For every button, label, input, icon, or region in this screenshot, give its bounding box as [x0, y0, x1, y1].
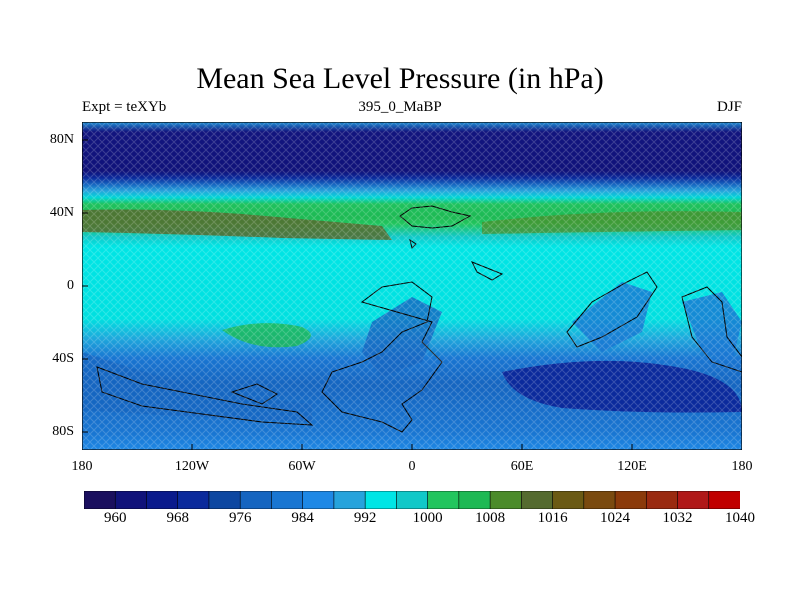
colorbar-swatch [239, 491, 273, 509]
colorbar-swatch [458, 491, 491, 509]
lat-tick-40n: 40N [49, 205, 74, 220]
lon-tick-120e: 120E [617, 459, 647, 474]
lat-tick-40s: 40S [52, 351, 74, 366]
colorbar-swatch [677, 491, 710, 509]
colorbar-swatch [489, 491, 522, 509]
colorbar-swatch [208, 491, 241, 509]
colorbar-swatch [177, 491, 210, 509]
lon-tick-120w: 120W [174, 459, 210, 474]
colorbar-swatch [302, 491, 335, 509]
colorbar-swatch [427, 491, 460, 509]
colorbar-swatch [333, 491, 366, 509]
lon-tick-60e: 60E [510, 459, 534, 474]
colorbar-swatch [146, 491, 179, 509]
colorbar-swatch [114, 491, 148, 509]
period-label: 395_0_MaBP [358, 99, 442, 115]
colorbar-label: 1040 [725, 510, 755, 526]
colorbar-label: 1008 [475, 510, 506, 526]
colorbar-swatch [84, 491, 116, 509]
experiment-label: Expt = teXYb [82, 99, 167, 115]
colorbar-swatch [614, 491, 647, 509]
season-label: DJF [716, 99, 742, 115]
lat-tick-80n: 80N [49, 132, 74, 147]
plot-title: Mean Sea Level Pressure (in hPa) [196, 62, 604, 95]
colorbar-label: 1024 [600, 510, 631, 526]
lon-tick-180e: 180 [731, 459, 753, 474]
lat-tick-80s: 80S [52, 424, 74, 439]
colorbar [84, 491, 740, 509]
colorbar-swatch [645, 491, 679, 509]
colorbar-swatch [583, 491, 616, 509]
lon-tick-180w: 180 [71, 459, 93, 474]
colorbar-swatch [364, 491, 397, 509]
colorbar-swatch [271, 491, 304, 509]
lat-tick-0: 0 [67, 278, 74, 293]
colorbar-label: 1000 [412, 510, 443, 526]
colorbar-label: 976 [228, 510, 252, 526]
lon-tick-0: 0 [408, 459, 416, 474]
colorbar-swatch [521, 491, 554, 509]
colorbar-label: 984 [291, 510, 314, 526]
pressure-map [82, 122, 742, 450]
colorbar-label: 960 [103, 510, 127, 526]
colorbar-label: 1032 [662, 510, 693, 526]
colorbar-swatch [552, 491, 585, 509]
lon-tick-60w: 60W [288, 459, 316, 474]
colorbar-swatch [708, 491, 740, 509]
colorbar-label: 968 [166, 510, 189, 526]
colorbar-swatch [396, 491, 429, 509]
colorbar-label: 992 [353, 510, 377, 526]
colorbar-label: 1016 [537, 510, 568, 526]
